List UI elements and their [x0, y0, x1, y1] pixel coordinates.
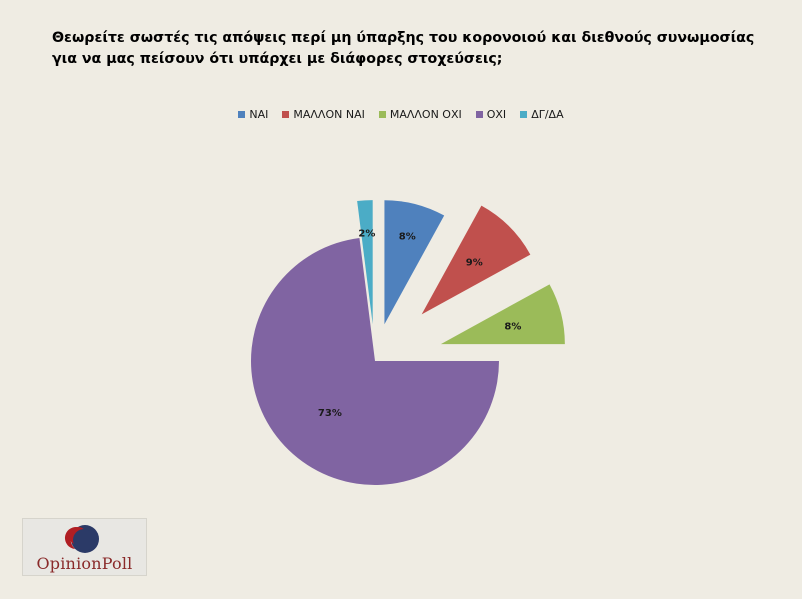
pie-data-label-0: 8%	[399, 231, 416, 242]
logo-mark-icon	[64, 525, 99, 553]
legend-label: ΟΧΙ	[486, 108, 507, 121]
legend-label: ΔΓ/ΔΑ	[531, 108, 564, 121]
pie-slice-4	[357, 200, 373, 325]
question-title: Θεωρείτε σωστές τις απόψεις περί μη ύπαρ…	[52, 30, 755, 67]
legend-item-3: ΟΧΙ	[475, 108, 507, 121]
pie-slice-0	[384, 200, 445, 325]
logo-text: OpinionPoll	[36, 554, 133, 573]
legend-swatch	[520, 111, 528, 118]
pie-data-label-3: 73%	[318, 408, 342, 419]
legend-label: ΜΑΛΛΟΝ ΝΑΙ	[293, 108, 365, 121]
legend-item-0: ΝΑΙ	[238, 108, 268, 121]
legend-item-4: ΔΓ/ΔΑ	[520, 108, 564, 121]
legend-label: ΜΑΛΛΟΝ ΟΧΙ	[389, 108, 462, 121]
pie-data-label-4: 2%	[358, 228, 375, 239]
pie-slice-1	[421, 205, 531, 315]
legend-swatch	[475, 111, 483, 118]
legend-item-2: ΜΑΛΛΟΝ ΟΧΙ	[378, 108, 462, 121]
opinionpoll-logo: OpinionPoll	[22, 518, 147, 576]
legend-swatch	[378, 111, 386, 118]
legend-label: ΝΑΙ	[249, 108, 269, 121]
pie-data-label-1: 9%	[466, 258, 483, 269]
pie-data-label-2: 8%	[504, 322, 521, 333]
legend-item-1: ΜΑΛΛΟΝ ΝΑΙ	[282, 108, 365, 121]
legend-swatch	[238, 111, 246, 118]
pie-slice-2	[440, 284, 565, 345]
legend-swatch	[282, 111, 290, 118]
chart-legend: ΝΑΙ ΜΑΛΛΟΝ ΝΑΙ ΜΑΛΛΟΝ ΟΧΙ ΟΧΙ ΔΓ/ΔΑ	[0, 108, 802, 121]
pie-slice-3	[250, 237, 499, 486]
